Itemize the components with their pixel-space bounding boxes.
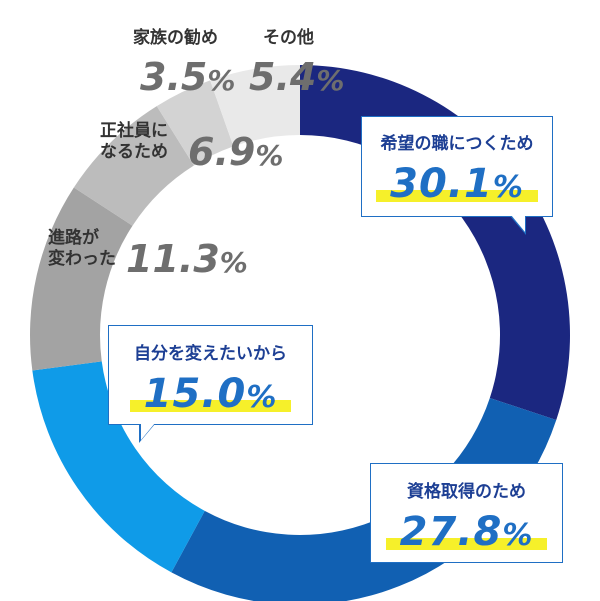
segment-value-full-time: 6.9% (188, 130, 284, 174)
segment-label-path-changed: 進路が 変わった (48, 228, 116, 270)
callout-change-myself: 自分を変えたいから 15.0% (108, 325, 313, 443)
segment-label-change-myself: 自分を変えたいから (134, 344, 287, 364)
segment-value-family: 3.5% (140, 55, 236, 99)
segment-label-hope-job: 希望の職につくため (380, 134, 534, 154)
donut-segment-6 (210, 65, 300, 147)
segment-label-family: 家族の勧め (133, 28, 218, 48)
donut-segment-0 (300, 65, 570, 421)
segment-value-change-myself: 15.0% (129, 374, 292, 414)
segment-label-qualification: 資格取得のため (407, 482, 526, 502)
donut-segment-3 (30, 187, 133, 371)
callout-qualification: 資格取得のため 27.8% (370, 463, 563, 563)
segment-label-other: その他 (263, 28, 314, 48)
segment-value-hope-job: 30.1% (376, 164, 538, 204)
segment-value-other: 5.4% (249, 55, 345, 99)
segment-value-path-changed: 11.3% (126, 237, 248, 281)
donut-segment-2 (32, 361, 205, 573)
callout-hope-job: 希望の職につくため 30.1% (361, 116, 553, 235)
donut-segment-5 (156, 80, 234, 166)
segment-value-qualification: 27.8% (385, 512, 548, 552)
donut-segment-4 (73, 106, 194, 226)
segment-label-full-time: 正社員に なるため (100, 121, 168, 163)
